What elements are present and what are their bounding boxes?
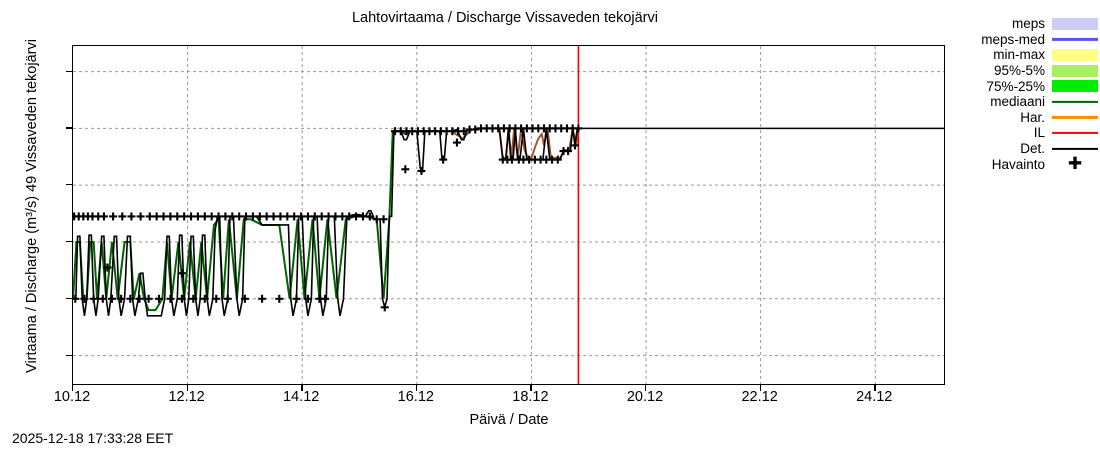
y-tick-mark — [66, 297, 72, 300]
legend-item-label: min-max — [993, 47, 1045, 63]
band-swatch — [1052, 64, 1098, 77]
band-swatch — [1052, 48, 1098, 61]
line-swatch — [1052, 33, 1098, 45]
y-tick-mark — [66, 70, 72, 72]
x-tick-label: 16.12 — [397, 389, 434, 405]
x-tick-label: 10.12 — [53, 389, 91, 405]
y-tick-mark — [66, 184, 72, 186]
x-tick-label: 24.12 — [856, 389, 893, 405]
band-swatch — [1052, 80, 1098, 93]
x-tick-mark — [530, 385, 532, 391]
legend-item-label: IL — [1033, 125, 1045, 141]
legend-item-meps[interactable]: meps — [952, 16, 1098, 32]
x-tick-mark — [301, 385, 303, 391]
line-swatch — [1052, 111, 1098, 123]
plot-canvas — [73, 46, 944, 384]
y-tick-mark — [66, 240, 72, 243]
legend-item-label: meps — [1011, 16, 1045, 32]
x-tick-mark — [759, 385, 761, 391]
legend-item-min-max[interactable]: min-max — [952, 47, 1098, 63]
x-tick-label: 12.12 — [168, 389, 205, 405]
x-tick-mark — [874, 385, 876, 391]
line-swatch — [1052, 96, 1098, 108]
legend-item-label: 95%-5% — [993, 63, 1045, 79]
legend-item-95-5[interactable]: 95%-5% — [952, 63, 1098, 79]
x-tick-mark — [645, 385, 647, 391]
legend-item-il[interactable]: IL — [952, 125, 1098, 141]
x-tick-label: 20.12 — [626, 389, 664, 405]
y-tick-mark — [66, 354, 72, 356]
y-tick-mark — [66, 127, 72, 129]
x-tick-mark — [186, 385, 188, 391]
line-swatch — [1052, 143, 1098, 155]
legend-item-label: Havainto — [991, 156, 1045, 172]
y-axis-title: Virtaama / Discharge (m³/s) 49 Vissavede… — [24, 39, 40, 373]
chart-legend: meps meps-med min-max 95%-5% 75%-25% mediaani… — [952, 16, 1098, 175]
legend-item-havainto[interactable]: Havainto ✚ — [952, 154, 1098, 175]
legend-item-det[interactable]: Det. — [952, 141, 1098, 157]
legend-item-mediaani[interactable]: mediaani — [952, 94, 1098, 110]
legend-item-har[interactable]: Har. — [952, 110, 1098, 126]
x-tick-mark — [72, 385, 74, 391]
x-tick-label: 14.12 — [283, 389, 320, 405]
legend-item-label: mediaani — [990, 94, 1045, 110]
plot-area — [72, 45, 945, 385]
x-tick-label: 22.12 — [741, 389, 778, 405]
legend-item-label: 75%-25% — [986, 78, 1045, 94]
observation-markers — [73, 124, 583, 312]
timestamp-label: 2025-12-18 17:33:28 EET — [12, 430, 174, 446]
line-swatch — [1052, 127, 1098, 139]
legend-item-75-25[interactable]: 75%-25% — [952, 78, 1098, 94]
legend-item-label: meps-med — [981, 31, 1045, 47]
legend-item-label: Har. — [1020, 109, 1045, 125]
x-tick-label: 18.12 — [512, 389, 549, 405]
plus-marker: ✚ — [1067, 154, 1083, 175]
legend-item-label: Det. — [1020, 141, 1045, 157]
x-axis-title: Päivä / Date — [469, 412, 549, 428]
band-swatch — [1052, 17, 1098, 30]
x-tick-mark — [415, 385, 418, 391]
series-line-det — [73, 127, 944, 317]
legend-item-meps-med[interactable]: meps-med — [952, 32, 1098, 48]
chart-title: Lahtovirtaama / Discharge Vissaveden tek… — [351, 10, 658, 26]
